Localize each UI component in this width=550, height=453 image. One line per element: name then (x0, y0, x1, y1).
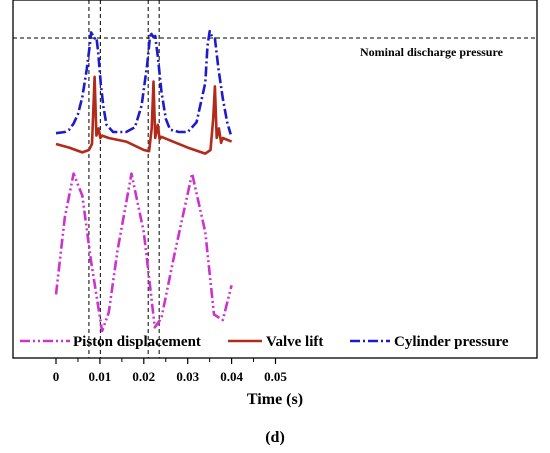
legend-label-valve-lift: Valve lift (266, 334, 323, 350)
legend-label-piston-displacement: Piston displacement (73, 334, 201, 350)
x-tick-label: 0 (53, 369, 60, 384)
series-line-piston-displacement (54, 172, 233, 333)
nominal-discharge-pressure-label: Nominal discharge pressure (360, 45, 504, 59)
x-axis-title: Time (s) (247, 391, 303, 408)
x-tick-label: 0.01 (89, 369, 112, 384)
panel-label: (d) (265, 429, 285, 446)
x-tick-label: 0.05 (264, 369, 287, 384)
x-tick-label: 0.03 (176, 369, 199, 384)
legend-label-cylinder-pressure: Cylinder pressure (394, 334, 509, 350)
x-tick-label: 0.02 (132, 369, 155, 384)
x-tick-label: 0.04 (220, 369, 243, 384)
legend: Piston displacement Valve lift Cylinder … (20, 334, 509, 350)
series-line-valve-lift (55, 75, 233, 155)
series-line-cylinder-pressure (55, 29, 232, 135)
